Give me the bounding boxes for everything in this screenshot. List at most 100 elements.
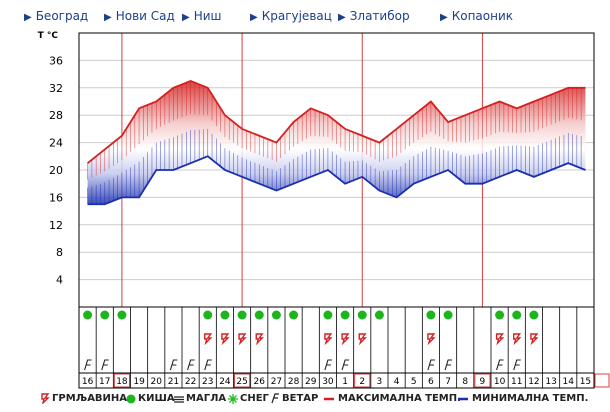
rain-icon — [323, 310, 333, 320]
thunder-icon — [204, 333, 213, 346]
day-label: 9 — [480, 377, 486, 387]
rain-icon — [529, 310, 539, 320]
min-temp-line — [87, 155, 586, 206]
legend-snow: СНЕГ — [228, 393, 269, 404]
day-label: 12 — [528, 377, 539, 387]
day-label: 4 — [394, 377, 400, 387]
legend-wind: ВЕТАР — [270, 393, 318, 404]
day-label: 6 — [428, 377, 434, 387]
band-hatch — [87, 80, 582, 205]
nav-city-0[interactable]: ▶ Београд — [24, 9, 88, 23]
day-label: 21 — [168, 377, 179, 387]
day-label: 15 — [580, 377, 591, 387]
y-tick-label: 28 — [49, 109, 63, 122]
legend-rain: КИША — [126, 393, 175, 404]
legend-fog-label: МАГЛА — [186, 393, 227, 404]
rain-icon — [117, 310, 127, 320]
thunder-icon — [341, 333, 350, 346]
nav-city-2[interactable]: ▶ Ниш — [182, 9, 222, 23]
nav-city-label: Београд — [35, 9, 89, 23]
day-label: 14 — [563, 377, 575, 387]
rain-icon — [254, 310, 264, 320]
wind-icon — [204, 359, 212, 371]
play-arrow-icon: ▶ — [24, 12, 32, 23]
legend-rain-label: КИША — [138, 393, 175, 404]
day-label: 20 — [151, 377, 163, 387]
rain-icon — [495, 310, 505, 320]
nav-city-5[interactable]: ▶ Копаоник — [440, 9, 513, 23]
thunder-icon — [513, 333, 522, 346]
fog-icon — [174, 395, 184, 403]
thunder-icon — [221, 333, 230, 346]
rain-icon — [237, 310, 247, 320]
thunder-icon — [41, 393, 50, 404]
nav-city-label: Копаоник — [451, 9, 513, 23]
rain-icon — [512, 310, 522, 320]
day-label: 3 — [377, 377, 383, 387]
day-label: 29 — [305, 377, 317, 387]
day-label: 28 — [288, 377, 300, 387]
rain-icon — [289, 310, 299, 320]
nav-city-label: Ниш — [193, 9, 222, 23]
day-label: 7 — [445, 377, 451, 387]
max-temp-line — [87, 79, 586, 164]
legend-wind-label: ВЕТАР — [282, 393, 319, 404]
day-label: 8 — [462, 377, 468, 387]
rain-icon — [443, 310, 453, 320]
day-label: 24 — [219, 377, 231, 387]
rain-icon — [340, 310, 350, 320]
thunder-icon — [530, 333, 539, 346]
legend-min-label: МИНИМАЛНА ТЕМП. — [472, 393, 589, 404]
day-label: 10 — [494, 377, 506, 387]
y-tick-label: 20 — [49, 164, 63, 177]
min-line-icon — [458, 397, 468, 400]
boxed-day — [354, 373, 371, 388]
rain-icon — [374, 310, 384, 320]
day-label: 5 — [411, 377, 417, 387]
legend-min: МИНИМАЛНА ТЕМП. — [458, 393, 588, 404]
wind-icon — [427, 359, 435, 371]
boxed-day — [234, 373, 251, 388]
y-tick-label: 4 — [56, 274, 63, 287]
rain-icon — [203, 310, 213, 320]
wind-icon — [169, 359, 178, 371]
day-label: 18 — [116, 377, 128, 387]
y-tick-label: 8 — [56, 246, 63, 259]
thunder-icon — [427, 333, 436, 346]
rain-icon — [271, 310, 281, 320]
wind-icon — [324, 359, 332, 371]
boxed-day-next — [594, 373, 610, 388]
thunder-icon — [324, 333, 333, 346]
y-tick-label: 32 — [49, 82, 63, 95]
rain-icon — [426, 310, 436, 320]
nav-city-4[interactable]: ▶ Златибор — [338, 9, 410, 23]
nav-city-1[interactable]: ▶ Нови Сад — [104, 9, 175, 23]
play-arrow-icon: ▶ — [250, 12, 258, 23]
wind-icon — [187, 359, 195, 371]
thunder-icon — [495, 333, 505, 346]
y-tick-label: 16 — [49, 191, 63, 204]
legend-thunder-label: ГРМЉАВИНА — [52, 393, 128, 404]
day-label: 2 — [359, 377, 365, 387]
play-arrow-icon: ▶ — [338, 12, 346, 23]
rain-icon — [83, 310, 93, 320]
day-label: 17 — [99, 377, 110, 387]
wind-icon — [101, 359, 109, 371]
legend-max: МАКСИМАЛНА ТЕМП. — [324, 393, 461, 404]
wind-icon — [444, 359, 453, 371]
y-tick-label: 12 — [49, 219, 63, 232]
wind-icon — [84, 359, 92, 371]
nav-city-label: Нови Сад — [115, 9, 175, 23]
rain-icon — [357, 310, 367, 320]
nav-city-3[interactable]: ▶ Крагујевац — [250, 9, 332, 23]
y-tick-label: 36 — [49, 54, 63, 67]
nav-city-label: Златибор — [349, 9, 410, 23]
day-label: 25 — [236, 377, 247, 387]
boxed-day — [113, 373, 131, 388]
thunder-icon — [238, 333, 247, 346]
y-tick-label: 24 — [49, 137, 63, 150]
play-arrow-icon: ▶ — [104, 12, 112, 23]
legend-max-label: МАКСИМАЛНА ТЕМП. — [338, 393, 461, 404]
city-nav: ▶ Београд ▶ Нови Сад ▶ Ниш ▶ Крагујевац ▶ Златибо… — [0, 0, 610, 32]
